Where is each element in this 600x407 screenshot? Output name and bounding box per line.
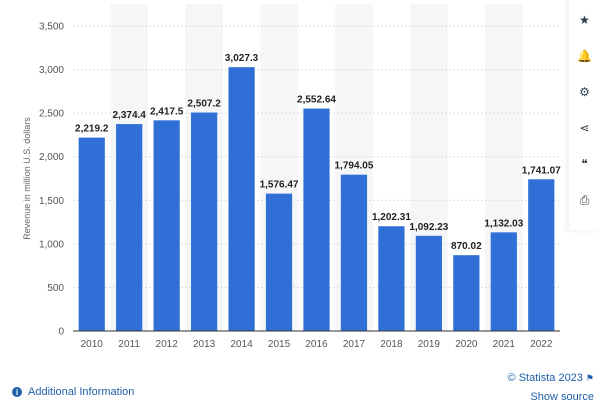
- x-tick-label: 2020: [455, 339, 478, 350]
- bar[interactable]: [340, 174, 368, 331]
- x-tick-label: 2019: [418, 339, 441, 350]
- data-label: 1,092.23: [409, 222, 448, 233]
- print-icon[interactable]: ⎙: [579, 192, 590, 207]
- star-icon[interactable]: ★: [579, 13, 590, 27]
- y-axis-ticks: 0 500 1,000 1,500 2,000 2,500 3,000 3,500: [39, 22, 64, 338]
- data-label: 2,219.2: [75, 124, 109, 135]
- x-tick-label: 2012: [156, 339, 179, 350]
- y-tick-label: 2,000: [39, 152, 64, 163]
- bar[interactable]: [153, 120, 180, 331]
- x-tick-label: 2013: [193, 339, 216, 350]
- data-label: 3,027.3: [225, 53, 259, 64]
- y-axis-label: Revenue in million U.S. dollars: [22, 117, 32, 240]
- bars: [78, 67, 555, 331]
- data-label: 2,417.5: [150, 106, 184, 117]
- data-labels: 2,219.2 2,374.4 2,417.52,507.2 3,027.3 1,576…: [75, 53, 561, 252]
- bar[interactable]: [228, 67, 255, 331]
- x-tick-label: 2018: [380, 339, 403, 350]
- data-label: 2,507.2: [187, 99, 221, 110]
- additional-information-link[interactable]: i Additional Information: [12, 386, 134, 398]
- data-label: 1,576.47: [260, 180, 299, 191]
- data-label: 870.02: [451, 241, 482, 252]
- y-tick-label: 1,500: [39, 196, 64, 207]
- share-icon[interactable]: ⋖: [579, 121, 590, 135]
- bar[interactable]: [116, 124, 143, 331]
- x-tick-label: 2014: [230, 339, 253, 350]
- x-tick-label: 2016: [305, 339, 328, 350]
- gear-icon[interactable]: ⚙: [579, 85, 590, 99]
- y-tick-label: 500: [47, 283, 64, 294]
- y-tick-label: 3,000: [39, 65, 64, 76]
- x-tick-label: 2017: [343, 339, 366, 350]
- x-tick-label: 2022: [530, 339, 553, 350]
- data-label: 2,552.64: [297, 95, 336, 106]
- bar[interactable]: [191, 112, 218, 331]
- y-tick-label: 1,000: [39, 239, 64, 250]
- bar-chart: 0 500 1,000 1,500 2,000 2,500 3,000 3,500 2,219…: [22, 21, 562, 350]
- footer-right: © Statista 2023 ⚑ Show source: [508, 369, 594, 407]
- data-label: 1,202.31: [372, 212, 411, 223]
- bar[interactable]: [415, 235, 442, 331]
- y-tick-label: 3,500: [39, 22, 64, 33]
- info-icon: i: [12, 387, 22, 397]
- bell-icon[interactable]: 🔔: [577, 49, 592, 63]
- x-tick-label: 2011: [118, 339, 140, 350]
- bar[interactable]: [265, 193, 293, 331]
- copyright-link[interactable]: © Statista 2023 ⚑: [507, 372, 594, 384]
- flag-icon: ⚑: [585, 373, 594, 383]
- quote-icon[interactable]: ❝: [581, 157, 588, 171]
- y-tick-label: 0: [58, 327, 64, 338]
- x-axis-ticks: 2010 2011 2012 2013 2014 2015 2016 2017 2018 2019…: [81, 339, 553, 350]
- x-tick-label: 2015: [268, 339, 291, 350]
- bar[interactable]: [490, 232, 517, 331]
- x-tick-label: 2010: [81, 339, 104, 350]
- bar[interactable]: [378, 226, 405, 331]
- bar[interactable]: [453, 255, 480, 331]
- show-source-link[interactable]: Show source: [530, 391, 594, 403]
- y-tick-label: 2,500: [39, 109, 64, 120]
- data-label: 1,741.07: [522, 165, 561, 176]
- data-label: 1,794.05: [334, 161, 373, 172]
- data-label: 1,132.03: [484, 218, 523, 229]
- x-tick-label: 2021: [493, 339, 516, 350]
- bar[interactable]: [78, 137, 105, 331]
- bar[interactable]: [528, 179, 555, 331]
- side-toolbar: ★ 🔔 ⚙ ⋖ ❝ ⎙: [569, 0, 600, 230]
- additional-information-label: Additional Information: [28, 386, 135, 398]
- bar[interactable]: [303, 108, 330, 331]
- data-label: 2,374.4: [113, 110, 147, 121]
